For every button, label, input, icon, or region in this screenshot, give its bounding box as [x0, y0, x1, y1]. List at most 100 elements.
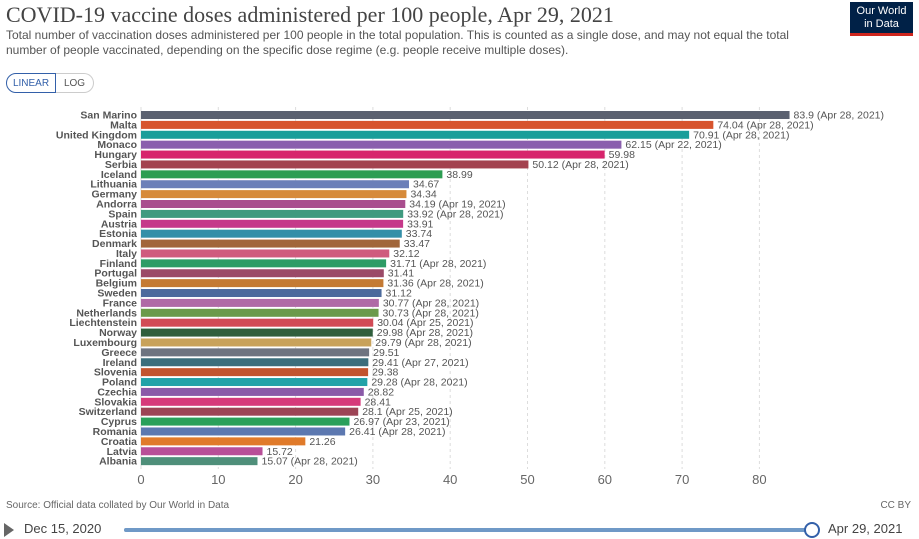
bar — [141, 289, 382, 298]
timeline-handle[interactable] — [804, 522, 820, 538]
country-label: Cyprus — [101, 416, 137, 428]
country-label: Poland — [102, 377, 137, 389]
bar — [141, 120, 714, 129]
country-label: Serbia — [105, 159, 137, 171]
bar — [141, 328, 373, 337]
country-label: Slovenia — [94, 367, 137, 379]
country-label: Slovakia — [94, 396, 137, 408]
bar — [141, 170, 443, 179]
country-label: Liechtenstein — [69, 317, 137, 329]
value-label: 33.92 (Apr 28, 2021) — [407, 208, 503, 220]
country-label: Estonia — [99, 228, 137, 240]
value-label: 34.19 (Apr 19, 2021) — [409, 199, 505, 211]
value-label: 28.82 — [368, 386, 394, 398]
value-label: 30.04 (Apr 25, 2021) — [377, 317, 473, 329]
country-label: Iceland — [101, 169, 137, 181]
timeline-end-label: Apr 29, 2021 — [828, 521, 903, 536]
country-label: Spain — [108, 208, 137, 220]
chart-subtitle: Total number of vaccination doses admini… — [6, 28, 789, 57]
bar — [141, 130, 690, 139]
country-label: Monaco — [97, 139, 137, 151]
play-icon[interactable] — [4, 523, 14, 537]
value-label: 29.79 (Apr 28, 2021) — [375, 337, 471, 349]
bar — [141, 111, 790, 119]
value-label: 29.51 — [373, 347, 399, 359]
value-label: 50.12 (Apr 28, 2021) — [532, 159, 628, 171]
value-label: 33.47 — [404, 238, 430, 250]
country-label: San Marino — [80, 110, 137, 122]
chart-title: COVID-19 vaccine doses administered per … — [6, 2, 614, 27]
value-label: 26.41 (Apr 28, 2021) — [349, 426, 445, 438]
country-label: Luxembourg — [73, 337, 137, 349]
bar — [141, 348, 370, 357]
value-label: 31.71 (Apr 28, 2021) — [390, 258, 486, 270]
timeline-start-label: Dec 15, 2020 — [24, 521, 102, 536]
bar — [141, 397, 361, 406]
country-label: Croatia — [101, 436, 137, 448]
country-label: Denmark — [92, 238, 137, 250]
value-label: 29.38 — [372, 367, 398, 379]
owid-logo[interactable]: Our World in Data — [850, 2, 913, 36]
bar — [141, 368, 369, 377]
value-label: 29.41 (Apr 27, 2021) — [372, 357, 468, 369]
bar — [141, 358, 369, 367]
timeline-slider[interactable] — [124, 528, 812, 532]
value-label: 34.67 — [413, 179, 439, 191]
value-label: 28.41 — [365, 396, 391, 408]
bar — [141, 259, 387, 268]
value-label: 83.9 (Apr 28, 2021) — [794, 110, 884, 122]
bar — [141, 180, 409, 189]
value-label: 31.36 (Apr 28, 2021) — [387, 278, 483, 290]
x-tick-label: 40 — [443, 472, 457, 487]
bar — [141, 387, 364, 396]
logo-line-2: in Data — [864, 18, 899, 30]
country-label: Latvia — [107, 446, 138, 458]
x-tick-label: 50 — [520, 472, 534, 487]
value-label: 21.26 — [309, 436, 335, 448]
x-tick-label: 0 — [137, 472, 144, 487]
license-link[interactable]: CC BY — [880, 500, 911, 511]
log-scale-button[interactable]: LOG — [56, 73, 94, 93]
country-label: Portugal — [94, 268, 137, 280]
bar — [141, 437, 306, 446]
bar — [141, 150, 605, 159]
country-label: Lithuania — [90, 179, 137, 191]
x-tick-label: 70 — [675, 472, 689, 487]
value-label: 33.91 — [407, 218, 433, 230]
x-tick-label: 60 — [598, 472, 612, 487]
bar — [141, 417, 350, 426]
bar — [141, 249, 390, 258]
country-label: Ireland — [103, 357, 137, 369]
bar — [141, 239, 400, 248]
linear-scale-button[interactable]: LINEAR — [6, 73, 56, 93]
value-label: 74.04 (Apr 28, 2021) — [717, 119, 813, 131]
logo-line-1: Our World — [856, 5, 907, 17]
value-label: 26.97 (Apr 23, 2021) — [353, 416, 449, 428]
value-label: 30.77 (Apr 28, 2021) — [383, 297, 479, 309]
bar — [141, 160, 529, 169]
value-label: 62.15 (Apr 22, 2021) — [625, 139, 721, 151]
timeline-fill — [124, 528, 812, 532]
value-label: 34.34 — [410, 189, 436, 201]
bar — [141, 229, 402, 238]
bar — [141, 338, 372, 347]
x-tick-label: 80 — [752, 472, 766, 487]
bar — [141, 200, 406, 209]
x-tick-label: 30 — [366, 472, 380, 487]
country-label: Austria — [101, 218, 137, 230]
country-label: Czechia — [97, 386, 137, 398]
country-label: Finland — [100, 258, 137, 270]
country-label: Hungary — [94, 149, 137, 161]
source-note[interactable]: Source: Official data collated by Our Wo… — [6, 500, 230, 511]
value-label: 29.98 (Apr 28, 2021) — [377, 327, 473, 339]
country-label: Albania — [99, 456, 137, 468]
value-label: 30.73 (Apr 28, 2021) — [383, 307, 479, 319]
bar — [141, 318, 374, 327]
bar-chart: 0 10 20 30 40 50 60 70 80 San Marino 83.9 (Apr 28,… — [56, 107, 884, 487]
country-label: Greece — [101, 347, 137, 359]
value-label: 15.72 — [267, 446, 293, 458]
country-label: Sweden — [97, 288, 137, 300]
bar — [141, 140, 622, 149]
x-tick-label: 10 — [211, 472, 225, 487]
country-label: United Kingdom — [56, 129, 137, 141]
